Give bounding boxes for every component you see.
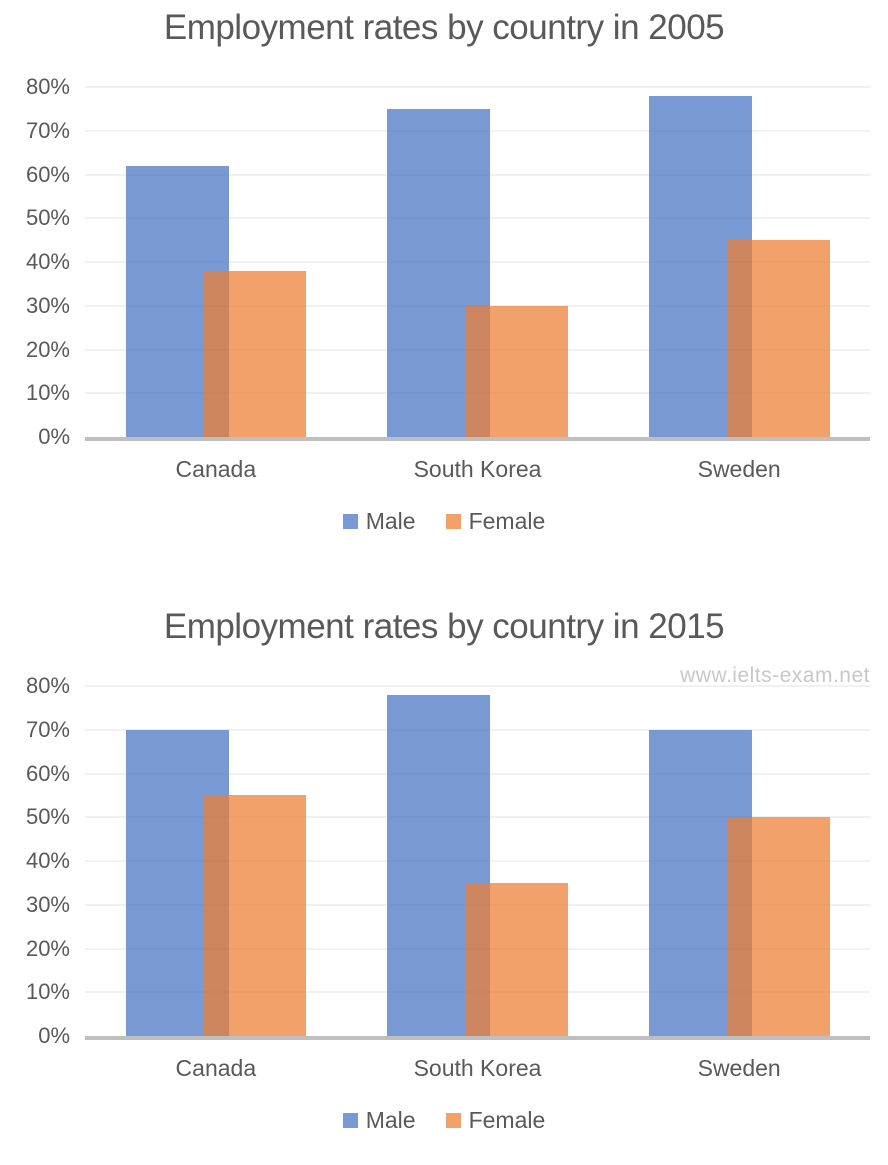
- y-tick-label-20%: 20%: [25, 935, 70, 961]
- legend-2015: Male Female: [0, 1106, 888, 1134]
- y-tick-label-40%: 40%: [25, 848, 70, 873]
- x-axis-label-south-korea: South Korea: [413, 1055, 542, 1081]
- chart-2015: Employment rates by country in 2015 www.…: [0, 599, 888, 1134]
- plot-area-2015: www.ielts-exam.net 0% 10% 20% 30% 40% 50% 60% 7…: [26, 664, 870, 1047]
- bars-2005: [85, 87, 870, 437]
- y-tick-label-80%: 80%: [25, 74, 70, 99]
- legend-swatch-female-icon: [445, 513, 461, 529]
- bar-female-canada: [203, 270, 307, 437]
- category-sweden: [608, 686, 870, 1036]
- y-tick-label-70%: 70%: [25, 117, 70, 143]
- plot-area-2005: 0% 10% 20% 30% 40% 50% 60% 70% 80%: [26, 76, 870, 448]
- legend-swatch-male-icon: [342, 1112, 358, 1128]
- y-tick-label-0%: 0%: [38, 1023, 70, 1048]
- x-axis-label-sweden: Sweden: [697, 456, 781, 482]
- y-tick-label-50%: 50%: [25, 804, 70, 830]
- legend-item-male: Male: [342, 1106, 416, 1134]
- y-tick-label-30%: 30%: [25, 292, 70, 318]
- category-sweden: [608, 87, 870, 437]
- gridline-80%: [85, 685, 870, 687]
- x-axis-label-canada: Canada: [175, 456, 257, 482]
- legend-label-female: Female: [468, 508, 546, 534]
- y-tick-label-60%: 60%: [25, 161, 70, 187]
- legend-item-female: Female: [445, 507, 546, 535]
- y-tick-label-50%: 50%: [25, 205, 70, 231]
- x-axis-labels-2015: Canada South Korea Sweden: [85, 1054, 870, 1082]
- bar-female-sweden: [726, 817, 830, 1036]
- y-tick-label-60%: 60%: [25, 760, 70, 786]
- gridline-80%: [85, 86, 870, 88]
- category-canada: [85, 87, 347, 437]
- legend-item-female: Female: [445, 1106, 546, 1134]
- legend-item-male: Male: [342, 507, 416, 535]
- bars-2015: [85, 686, 870, 1036]
- legend-swatch-female-icon: [445, 1112, 461, 1128]
- category-canada: [85, 686, 347, 1036]
- bar-female-south-korea: [464, 882, 569, 1036]
- legend-label-male: Male: [365, 508, 416, 534]
- y-tick-label-70%: 70%: [25, 716, 70, 742]
- category-south-korea: [347, 87, 609, 437]
- category-south-korea: [347, 686, 609, 1036]
- x-axis-label-canada: Canada: [175, 1055, 257, 1081]
- legend-label-male: Male: [365, 1107, 416, 1133]
- x-axis-label-south-korea: South Korea: [413, 456, 542, 482]
- x-axis-label-sweden: Sweden: [697, 1055, 781, 1081]
- y-tick-label-20%: 20%: [25, 336, 70, 362]
- y-tick-label-40%: 40%: [25, 249, 70, 274]
- chart-2005: Employment rates by country in 2005 0% 10…: [0, 0, 888, 535]
- x-axis-line-2005: [85, 437, 870, 441]
- y-tick-label-30%: 30%: [25, 891, 70, 917]
- bar-female-sweden: [726, 240, 830, 437]
- bar-female-canada: [203, 795, 307, 1036]
- chart-title-2005: Employment rates by country in 2005: [163, 8, 725, 47]
- legend-swatch-male-icon: [342, 513, 358, 529]
- y-tick-label-0%: 0%: [38, 424, 70, 449]
- y-tick-label-80%: 80%: [25, 673, 70, 698]
- y-tick-label-10%: 10%: [25, 380, 70, 406]
- bar-female-south-korea: [464, 305, 569, 437]
- x-axis-line-2015: [85, 1036, 870, 1040]
- chart-title-2015: Employment rates by country in 2015: [163, 607, 725, 646]
- watermark: www.ielts-exam.net: [680, 664, 870, 687]
- x-axis-labels-2005: Canada South Korea Sweden: [85, 455, 870, 483]
- legend-2005: Male Female: [0, 507, 888, 535]
- y-tick-label-10%: 10%: [25, 979, 70, 1005]
- legend-label-female: Female: [468, 1107, 546, 1133]
